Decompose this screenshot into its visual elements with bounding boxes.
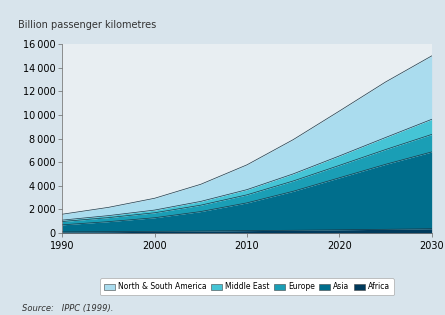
Legend: North & South America, Middle East, Europe, Asia, Africa: North & South America, Middle East, Euro…	[101, 278, 393, 295]
Text: Billion passenger kilometres: Billion passenger kilometres	[18, 20, 156, 30]
Text: Source:   IPPC (1999).: Source: IPPC (1999).	[22, 304, 113, 313]
